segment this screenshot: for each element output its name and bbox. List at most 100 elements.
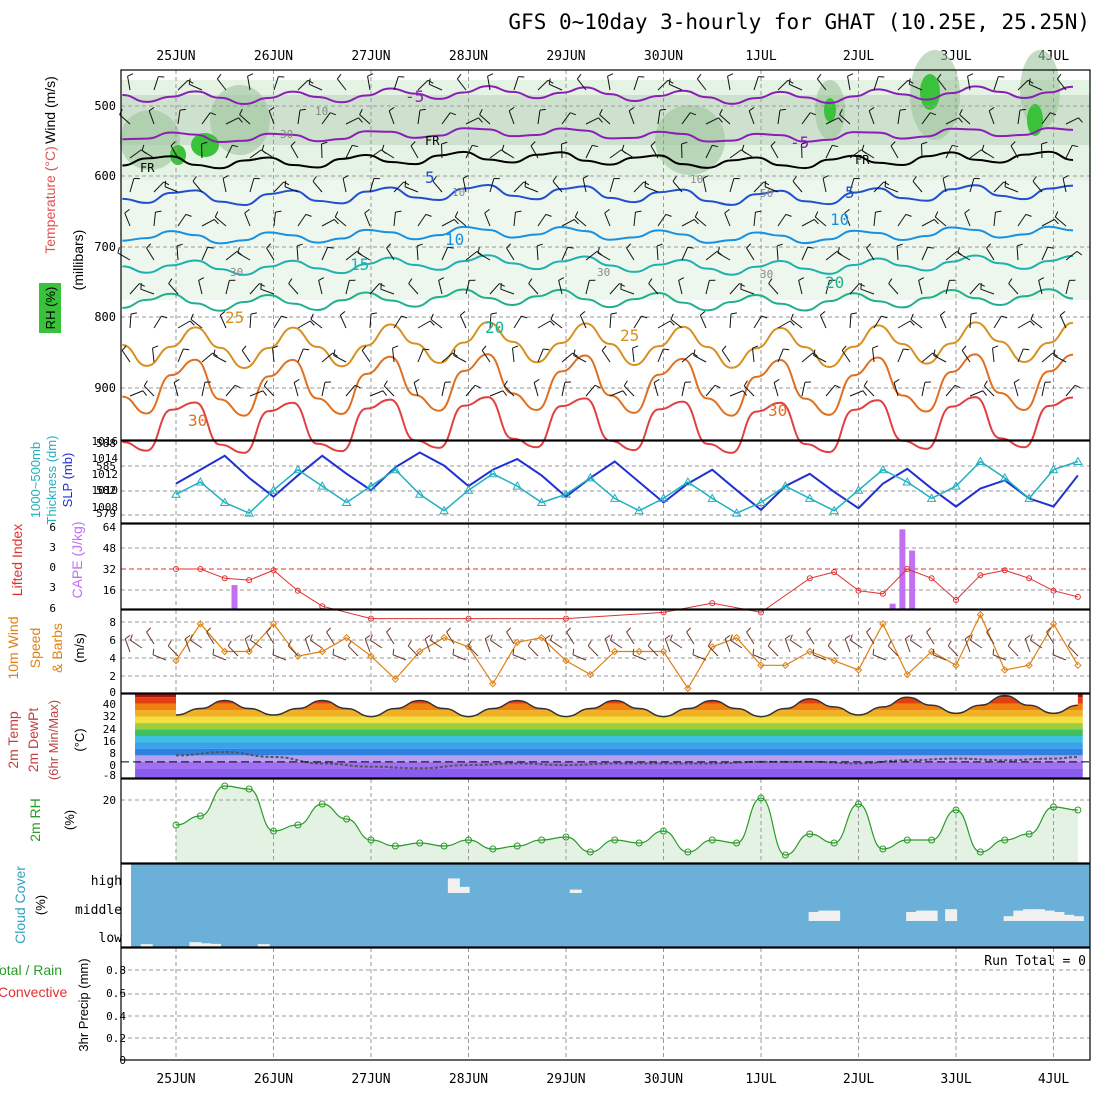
barb-shaft — [729, 283, 740, 295]
wind-barb — [561, 381, 571, 397]
barb-shaft — [986, 247, 995, 261]
wind-barb — [626, 243, 635, 261]
barb-shaft — [524, 186, 539, 193]
barb-feather — [881, 315, 888, 319]
barb-shaft — [537, 214, 547, 227]
wind-barb — [849, 312, 857, 329]
barb-shaft — [609, 149, 622, 159]
barb-feather — [601, 345, 607, 351]
thickness-point — [536, 497, 547, 506]
barb-shaft — [503, 385, 515, 397]
barb-shaft — [910, 639, 923, 649]
barb-feather — [212, 352, 218, 357]
barb-feather — [670, 313, 674, 320]
barb-shaft — [934, 216, 947, 227]
wind-barb — [1062, 175, 1069, 193]
barb-feather — [438, 277, 445, 281]
barb-feather — [904, 634, 911, 640]
barb-shaft — [167, 645, 179, 657]
barb-feather — [621, 144, 625, 151]
wind-barb — [273, 181, 290, 193]
barb-feather — [1053, 349, 1056, 356]
rh-point — [635, 839, 643, 847]
wind-barb — [945, 117, 963, 125]
temperature-contour-label: 20 — [485, 318, 504, 337]
barb-shaft — [477, 252, 491, 261]
barb-feather — [152, 648, 155, 655]
thickness-point — [683, 476, 693, 486]
lifted-index-point — [563, 615, 569, 622]
wind-barb — [484, 634, 491, 653]
barb-feather — [558, 277, 565, 281]
wind-barb — [345, 279, 356, 295]
wind-barb — [897, 320, 915, 329]
wind-barb — [1065, 250, 1083, 261]
wind-barb — [489, 390, 507, 397]
wind-barb — [801, 112, 817, 125]
barb-shaft — [508, 110, 515, 125]
wind-barb — [201, 246, 214, 261]
lifted-index-point — [173, 566, 179, 572]
thickness-point — [366, 481, 376, 490]
barb-shaft — [266, 247, 275, 261]
barb-feather — [404, 180, 407, 187]
wind-barb — [537, 213, 552, 227]
barb-feather — [392, 345, 399, 349]
barb-shaft — [893, 382, 899, 397]
barb-shaft — [190, 639, 203, 649]
barb-shaft — [849, 283, 860, 295]
barb-shaft — [860, 288, 875, 295]
lifted-index-axis-label: Lifted Index — [9, 524, 25, 596]
barb-shaft — [992, 348, 995, 363]
wind-barb — [932, 648, 947, 661]
wind-barb — [272, 345, 279, 363]
wind-barb — [287, 640, 299, 657]
temperature-tick-label: 40 — [103, 698, 116, 711]
lifted-index-point — [1001, 567, 1008, 574]
barb-shaft — [561, 382, 566, 397]
barb-shaft — [481, 350, 491, 363]
barb-shaft — [1017, 79, 1029, 91]
barb-shaft — [369, 178, 375, 193]
barb-shaft — [537, 320, 551, 329]
cloud-bar — [257, 944, 270, 947]
barb-feather — [330, 112, 337, 116]
temperature-contour — [122, 396, 1074, 454]
barb-shaft — [890, 145, 899, 159]
barb-shaft — [777, 214, 787, 227]
wind-barb — [753, 181, 770, 193]
wind-barb — [945, 144, 959, 159]
barb-feather — [207, 246, 214, 249]
wind-barb — [549, 634, 563, 649]
barb-shaft — [873, 76, 879, 91]
wind-barb — [897, 108, 906, 125]
barb-shaft — [297, 214, 307, 227]
wind-speed-point — [732, 633, 741, 642]
wind-barb — [866, 627, 875, 645]
barb-shaft — [250, 639, 263, 649]
barb-feather — [789, 320, 795, 326]
barb-shaft — [748, 110, 755, 125]
barb-shaft — [740, 288, 755, 295]
wind-barb — [489, 283, 505, 295]
wind-barb — [404, 180, 419, 193]
barb-shaft — [152, 654, 167, 661]
barb-shaft — [333, 354, 347, 363]
rh-point — [928, 836, 936, 844]
barb-shaft — [819, 315, 827, 329]
wind-barb — [896, 243, 903, 261]
wind-barb — [993, 210, 1002, 227]
cloud-bar — [1032, 909, 1045, 921]
rh-point — [489, 845, 497, 853]
wind-barb — [741, 144, 755, 159]
rh-tick-label: 20 — [103, 794, 116, 807]
wind-barb — [249, 390, 267, 397]
barb-shaft — [143, 385, 155, 397]
date-tick-label: 26JUN — [254, 49, 293, 64]
barb-shaft — [459, 315, 467, 329]
barb-feather — [130, 312, 137, 315]
barb-shaft — [657, 348, 664, 363]
thickness-point — [804, 493, 815, 502]
barb-shaft — [222, 178, 227, 193]
